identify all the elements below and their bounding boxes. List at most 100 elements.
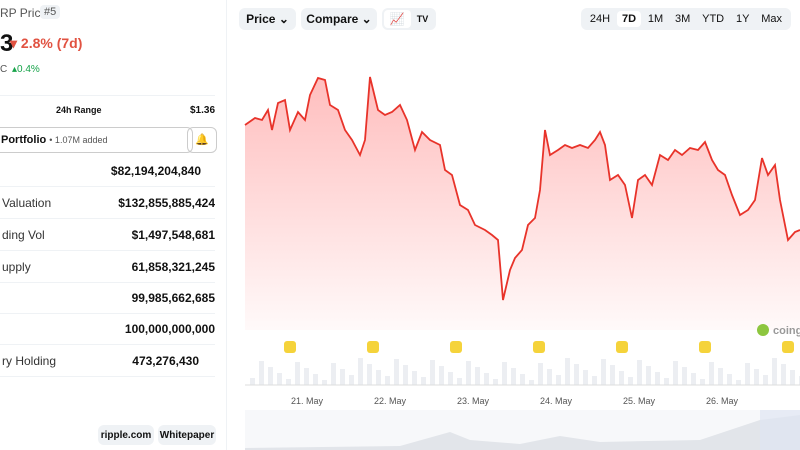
- price-area: [245, 77, 800, 330]
- tv-icon[interactable]: TV: [416, 14, 429, 24]
- link-button[interactable]: ripple.com: [98, 425, 154, 445]
- volume-bar: [655, 372, 660, 385]
- volume-bar: [322, 380, 327, 385]
- volume-bar: [340, 369, 345, 385]
- stat-row: Valuation $132,855,885,424: [0, 187, 215, 219]
- volume-bar: [385, 376, 390, 385]
- rank: #5: [40, 5, 61, 19]
- range-button[interactable]: 1Y: [735, 13, 750, 25]
- stat-row: ry Holding 473,276,430: [0, 345, 215, 377]
- volume-bar: [295, 362, 300, 385]
- volume-bar: [637, 360, 642, 385]
- change-text: 2.8% (7d): [20, 35, 83, 51]
- volume-bar: [376, 370, 381, 385]
- stat-row: 99,985,662,685: [0, 282, 215, 314]
- volume-bar: [349, 375, 354, 385]
- volume-bar: [439, 366, 444, 385]
- range-button[interactable]: 7D: [616, 11, 642, 27]
- volume-bar: [772, 358, 777, 385]
- volume-bar: [313, 374, 318, 385]
- volume-bar: [493, 379, 498, 385]
- volume-bar: [367, 364, 372, 385]
- compare-button[interactable]: Compare ⌄: [301, 8, 377, 30]
- price-label: Price: [246, 12, 276, 26]
- stat-label: ry Holding: [2, 354, 57, 368]
- stat-value: $82,194,204,840: [110, 164, 201, 178]
- volume-bar: [394, 359, 399, 385]
- x-tick-label: 23. May: [457, 396, 490, 406]
- alert-button[interactable]: 🔔: [187, 127, 217, 153]
- range-button[interactable]: Max: [761, 13, 783, 25]
- volume-bar: [745, 363, 750, 385]
- btc-pair: C: [0, 64, 8, 75]
- x-tick-label: 21. May: [291, 396, 324, 406]
- volume-bar: [763, 375, 768, 385]
- range-button[interactable]: YTD: [702, 13, 725, 25]
- range-label: 24h Range: [56, 105, 102, 115]
- volume-bar: [790, 370, 795, 385]
- volume-bar: [610, 365, 615, 385]
- volume-bar: [538, 363, 543, 385]
- volume-bar: [556, 375, 561, 385]
- plot: 21. May 22. May 23. May 24. May 25. May 26. M…: [244, 76, 800, 446]
- volume-bar: [466, 361, 471, 385]
- volume-bar: [736, 380, 741, 385]
- stat-label: ding Vol: [2, 228, 45, 242]
- price-button[interactable]: Price ⌄: [239, 8, 296, 30]
- volume-bar: [583, 370, 588, 385]
- volume-bar: [511, 368, 516, 385]
- volume-bar: [646, 366, 651, 385]
- volume-bar: [700, 379, 705, 385]
- portfolio-added: • 1.07M added: [49, 135, 108, 145]
- x-tick-label: 26. May: [706, 396, 739, 406]
- volume-bar: [529, 380, 534, 385]
- volume-bar: [565, 358, 570, 385]
- navigator-window[interactable]: [760, 410, 800, 450]
- price: 3: [0, 30, 14, 57]
- watermark: coing: [773, 325, 800, 337]
- range-buttons: 24H 7D 1M 3M YTD 1Y Max: [581, 8, 791, 30]
- range-button[interactable]: 3M: [674, 13, 691, 25]
- volume-bar: [709, 362, 714, 385]
- volume-bar: [592, 376, 597, 385]
- line-icon[interactable]: 📈: [383, 10, 411, 28]
- volume-bar: [718, 368, 723, 385]
- x-tick-label: 25. May: [623, 396, 656, 406]
- range-button[interactable]: 24H: [589, 13, 611, 25]
- change: ▾ 2.8% (7d): [10, 35, 83, 51]
- volume-bar: [412, 371, 417, 385]
- volume-bar: [628, 377, 633, 385]
- navigator-area: [245, 415, 800, 450]
- stat-row: ding Vol $1,497,548,681: [0, 219, 215, 251]
- link-button[interactable]: Whitepaper: [158, 425, 216, 445]
- event-icon: [699, 341, 711, 353]
- x-tick-label: 22. May: [374, 396, 407, 406]
- volume-bar: [781, 364, 786, 385]
- event-icon: [450, 341, 462, 353]
- range-button[interactable]: 1M: [647, 13, 664, 25]
- volume-bar: [358, 358, 363, 385]
- volume-bar: [484, 373, 489, 385]
- event-icon: [367, 341, 379, 353]
- btc-change: ▴0.4%: [12, 64, 40, 75]
- stat-value: 100,000,000,000: [124, 322, 215, 336]
- divider: [226, 0, 227, 450]
- volume-bar: [448, 372, 453, 385]
- x-tick-label: 24. May: [540, 396, 573, 406]
- volume-bar: [502, 362, 507, 385]
- volume-bar: [457, 378, 462, 385]
- stat-label: Valuation: [2, 196, 52, 210]
- volume-bar: [304, 368, 309, 385]
- volume-bar: [259, 361, 264, 385]
- volume-bar: [403, 365, 408, 385]
- volume-bar: [727, 374, 732, 385]
- volume-bar: [664, 378, 669, 385]
- volume-bar: [682, 367, 687, 385]
- stat-row: $82,194,204,840: [0, 155, 215, 187]
- volume-bar: [277, 373, 282, 385]
- volume-bar: [475, 367, 480, 385]
- event-icon: [616, 341, 628, 353]
- portfolio-button[interactable]: Portfolio • 1.07M added: [0, 127, 193, 153]
- volume-bar: [619, 371, 624, 385]
